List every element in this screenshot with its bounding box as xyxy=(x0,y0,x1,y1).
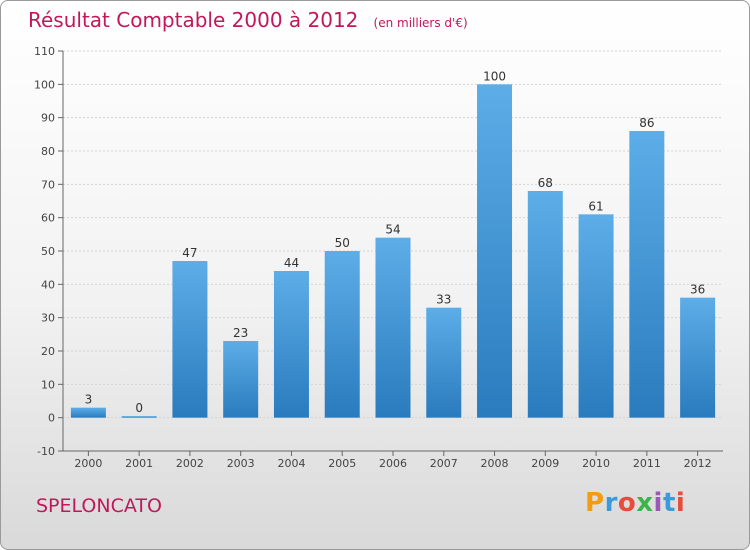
data-label: 23 xyxy=(233,326,248,340)
data-label: 50 xyxy=(335,236,350,250)
bars xyxy=(70,84,716,418)
chart-title: Résultat Comptable 2000 à 2012 (en milli… xyxy=(28,8,468,32)
data-label: 68 xyxy=(538,176,553,190)
logo-letter: t xyxy=(662,488,676,518)
commune-name: SPELONCATO xyxy=(36,495,162,517)
bar xyxy=(578,214,614,418)
bar xyxy=(426,307,462,418)
y-tick-label: 90 xyxy=(41,112,55,125)
logo-letter: x xyxy=(636,488,654,518)
x-tick-label: 2012 xyxy=(684,457,712,470)
data-label: 33 xyxy=(436,293,451,307)
x-tick-label: 2001 xyxy=(125,457,153,470)
data-label: 61 xyxy=(588,199,603,213)
logo-letter: r xyxy=(604,488,618,518)
y-tick-label: -10 xyxy=(37,445,55,458)
y-tick-label: 0 xyxy=(48,412,55,425)
x-tick-label: 2007 xyxy=(430,457,458,470)
proxiti-logo[interactable]: Proxiti xyxy=(585,488,685,518)
bar xyxy=(121,416,157,418)
title-main: Résultat Comptable 2000 à 2012 xyxy=(28,8,359,32)
y-tick-label: 80 xyxy=(41,145,55,158)
data-label: 0 xyxy=(135,401,143,415)
data-label: 100 xyxy=(483,69,506,83)
data-label: 36 xyxy=(690,283,705,297)
x-tick-label: 2002 xyxy=(176,457,204,470)
y-tick-label: 50 xyxy=(41,245,55,258)
logo-letter: o xyxy=(617,488,637,518)
x-tick-label: 2011 xyxy=(633,457,661,470)
logo-letter: i xyxy=(653,488,663,518)
y-tick-label: 60 xyxy=(41,212,55,225)
x-tick-label: 2004 xyxy=(277,457,305,470)
data-labels: 3 0 47 23 44 50 54 33 100 68 61 86 36 xyxy=(85,69,706,415)
x-tick-label: 2003 xyxy=(227,457,255,470)
bar xyxy=(629,131,665,418)
bar xyxy=(223,341,259,418)
x-tick-label: 2009 xyxy=(531,457,559,470)
title-subtitle: (en milliers d'€) xyxy=(373,16,468,30)
y-tick-label: 110 xyxy=(34,45,55,58)
x-tick-label: 2008 xyxy=(481,457,509,470)
y-tick-label: 30 xyxy=(41,312,55,325)
y-tick-label: 100 xyxy=(34,78,55,91)
bar xyxy=(375,237,411,418)
logo-letter: i xyxy=(675,488,686,518)
data-label: 44 xyxy=(284,256,299,270)
data-label: 54 xyxy=(385,223,400,237)
y-tick-label: 70 xyxy=(41,178,55,191)
x-tick-label: 2006 xyxy=(379,457,407,470)
y-tick-label: 40 xyxy=(41,278,55,291)
x-tick-label: 2005 xyxy=(328,457,356,470)
bar xyxy=(680,297,716,418)
y-tick-label: 10 xyxy=(41,378,55,391)
bar xyxy=(527,191,563,418)
data-label: 47 xyxy=(182,246,197,260)
x-tick-label: 2000 xyxy=(74,457,102,470)
data-label: 3 xyxy=(85,393,93,407)
bar xyxy=(70,407,106,418)
bar xyxy=(172,261,208,418)
x-tick-label: 2010 xyxy=(582,457,610,470)
bar xyxy=(477,84,513,418)
logo-letter: P xyxy=(585,488,605,518)
data-label: 86 xyxy=(639,116,654,130)
y-tick-label: 20 xyxy=(41,345,55,358)
bar xyxy=(273,271,309,418)
bar xyxy=(324,251,360,418)
